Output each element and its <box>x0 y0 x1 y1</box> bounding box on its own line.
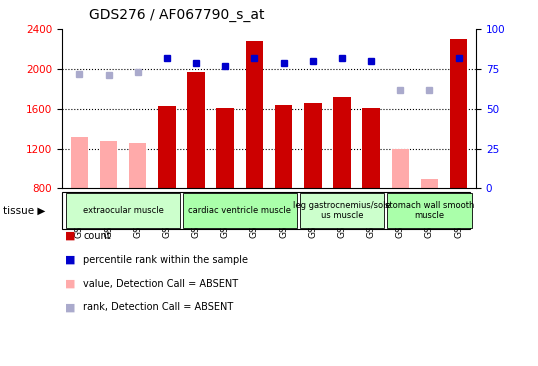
FancyBboxPatch shape <box>300 193 384 228</box>
Bar <box>100 141 117 188</box>
Text: leg gastrocnemius/sole
us muscle: leg gastrocnemius/sole us muscle <box>293 201 391 220</box>
Bar <box>421 179 438 188</box>
Text: ■: ■ <box>65 231 75 241</box>
Text: GDS276 / AF067790_s_at: GDS276 / AF067790_s_at <box>89 8 264 22</box>
Text: cardiac ventricle muscle: cardiac ventricle muscle <box>188 206 291 215</box>
Bar <box>70 137 88 188</box>
Bar <box>246 41 263 188</box>
FancyBboxPatch shape <box>66 193 180 228</box>
FancyBboxPatch shape <box>183 193 297 228</box>
Bar <box>450 39 468 188</box>
Text: ■: ■ <box>65 255 75 265</box>
Bar <box>275 105 292 188</box>
Text: ■: ■ <box>65 302 75 313</box>
Bar <box>187 72 205 188</box>
Text: rank, Detection Call = ABSENT: rank, Detection Call = ABSENT <box>83 302 233 313</box>
Text: tissue ▶: tissue ▶ <box>3 205 45 216</box>
Bar <box>333 97 351 188</box>
Text: value, Detection Call = ABSENT: value, Detection Call = ABSENT <box>83 279 238 289</box>
Bar <box>363 108 380 188</box>
Bar <box>392 149 409 188</box>
Text: ■: ■ <box>65 279 75 289</box>
FancyBboxPatch shape <box>387 193 472 228</box>
Text: percentile rank within the sample: percentile rank within the sample <box>83 255 249 265</box>
Bar <box>158 106 175 188</box>
Bar <box>216 108 234 188</box>
Bar <box>129 143 146 188</box>
Text: stomach wall smooth
muscle: stomach wall smooth muscle <box>385 201 474 220</box>
Bar <box>304 103 322 188</box>
Text: extraocular muscle: extraocular muscle <box>83 206 164 215</box>
Text: count: count <box>83 231 111 241</box>
